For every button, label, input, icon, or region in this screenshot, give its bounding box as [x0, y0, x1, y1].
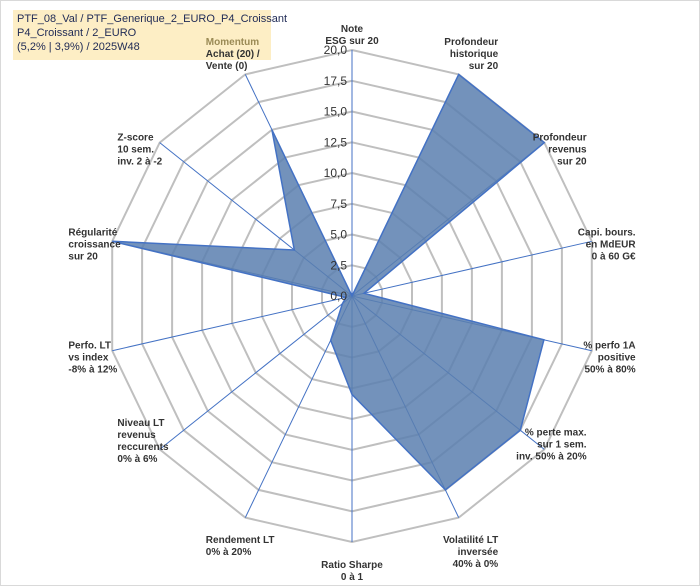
axis-label-line: historique — [450, 49, 499, 60]
axis-label-line: 0% à 20% — [206, 547, 252, 558]
tick-label: 7,5 — [330, 197, 347, 211]
axis-label-line: Perfo. LT — [68, 341, 111, 352]
axis-label-line: Rendement LT — [206, 535, 275, 546]
axis-label-line: Achat (20) / — [206, 49, 260, 60]
axis-label: Perfo. LT vs index -8% à 12% — [68, 341, 117, 376]
axis-label: Ratio Sharpe 0 à 1 — [321, 560, 383, 583]
tick-label: 5,0 — [330, 228, 347, 242]
axis-spoke — [112, 295, 353, 352]
axis-label-line: en MdEUR — [586, 240, 637, 251]
axis-label-line: 40% à 0% — [453, 559, 499, 570]
axis-label: Rendement LT 0% à 20% — [206, 535, 275, 558]
axis-label: Régularité croissance sur 20 — [68, 228, 121, 263]
tick-label: 12,5 — [324, 135, 348, 149]
axis-label: Momentum Achat (20) / Vente (0) — [206, 37, 260, 72]
axis-label-line: Profondeur — [533, 132, 587, 143]
tick-label: 15,0 — [324, 105, 348, 119]
axis-label-line: inv. 2 à -2 — [117, 156, 162, 167]
radar-axis-labels: Note ESG sur 20 Profondeur historique sur 20… — [68, 24, 636, 583]
axis-label-line: 0 à 60 G€ — [592, 252, 636, 263]
axis-label-line: Ratio Sharpe — [321, 560, 383, 571]
axis-label-line: Z-score — [117, 132, 154, 143]
axis-label-line: % perte max. — [525, 428, 587, 439]
tick-label: 20,0 — [324, 43, 348, 57]
axis-label-line: sur 20 — [557, 156, 587, 167]
radar-tick-labels: 0,0 2,5 5,0 7,5 10,0 12,5 15,0 17,5 20,0 — [324, 43, 348, 303]
axis-label-line: inversée — [458, 547, 499, 558]
chart-title-line2: P4_Croissant / 2_EURO — [17, 27, 137, 39]
axis-label-line: Niveau LT — [117, 418, 164, 429]
axis-label: Note ESG sur 20 — [325, 24, 379, 47]
axis-label-line: Régularité — [68, 228, 117, 239]
tick-label: 10,0 — [324, 166, 348, 180]
axis-label-line: inv. 50% à 20% — [516, 452, 587, 463]
chart-title-box: PTF_08_Val / PTF_Generique_2_EURO_P4_Cro… — [13, 10, 288, 60]
axis-label: Niveau LT revenus reccurents 0% à 6% — [117, 418, 169, 465]
axis-label-line: 50% à 80% — [584, 365, 635, 376]
axis-label-line: Capi. bours. — [578, 228, 636, 239]
axis-label-line: croissance — [68, 240, 121, 251]
tick-label: 17,5 — [324, 74, 348, 88]
axis-label: Profondeur revenus sur 20 — [533, 132, 587, 167]
chart-title-line3: (5,2% | 3,9%) / 2025W48 — [17, 41, 140, 53]
axis-label: Capi. bours. en MdEUR 0 à 60 G€ — [578, 228, 637, 263]
axis-label-line: % perfo 1A — [583, 341, 635, 352]
axis-label-line: Note — [341, 24, 364, 35]
axis-label-line: sur 1 sem. — [537, 440, 587, 451]
axis-label-line: Vente (0) — [206, 61, 248, 72]
radar-series — [112, 73, 546, 491]
axis-label-line: Profondeur — [444, 37, 498, 48]
axis-spoke — [351, 240, 592, 297]
tick-label: 2,5 — [330, 258, 347, 272]
axis-label-line: 0% à 6% — [117, 454, 157, 465]
axis-label: Profondeur historique sur 20 — [444, 37, 498, 72]
axis-label-line: 10 sem. — [117, 144, 154, 155]
chart-title-line1: PTF_08_Val / PTF_Generique_2_EURO_P4_Cro… — [17, 13, 288, 25]
tick-label: 0,0 — [330, 289, 347, 303]
axis-spoke — [159, 295, 353, 450]
axis-label-line: vs index — [68, 353, 108, 364]
axis-label: % perfo 1A positive 50% à 80% — [583, 341, 636, 376]
axis-label-line: reccurents — [117, 442, 169, 453]
axis-label-line: ESG sur 20 — [325, 36, 379, 47]
axis-label-line: revenus — [117, 430, 156, 441]
axis-label: Z-score 10 sem. inv. 2 à -2 — [117, 132, 162, 167]
axis-label-line: revenus — [548, 144, 587, 155]
axis-label-line: sur 20 — [469, 61, 499, 72]
axis-label: % perte max. sur 1 sem. inv. 50% à 20% — [516, 428, 587, 463]
axis-label: Volatilité LT inversée 40% à 0% — [443, 535, 499, 570]
axis-label-line: Volatilité LT — [443, 535, 498, 546]
axis-label-line: sur 20 — [68, 252, 98, 263]
axis-label-line: -8% à 12% — [68, 365, 117, 376]
axis-label-line: Momentum — [206, 37, 259, 48]
axis-label-line: 0 à 1 — [341, 572, 364, 583]
axis-label-line: positive — [598, 353, 636, 364]
